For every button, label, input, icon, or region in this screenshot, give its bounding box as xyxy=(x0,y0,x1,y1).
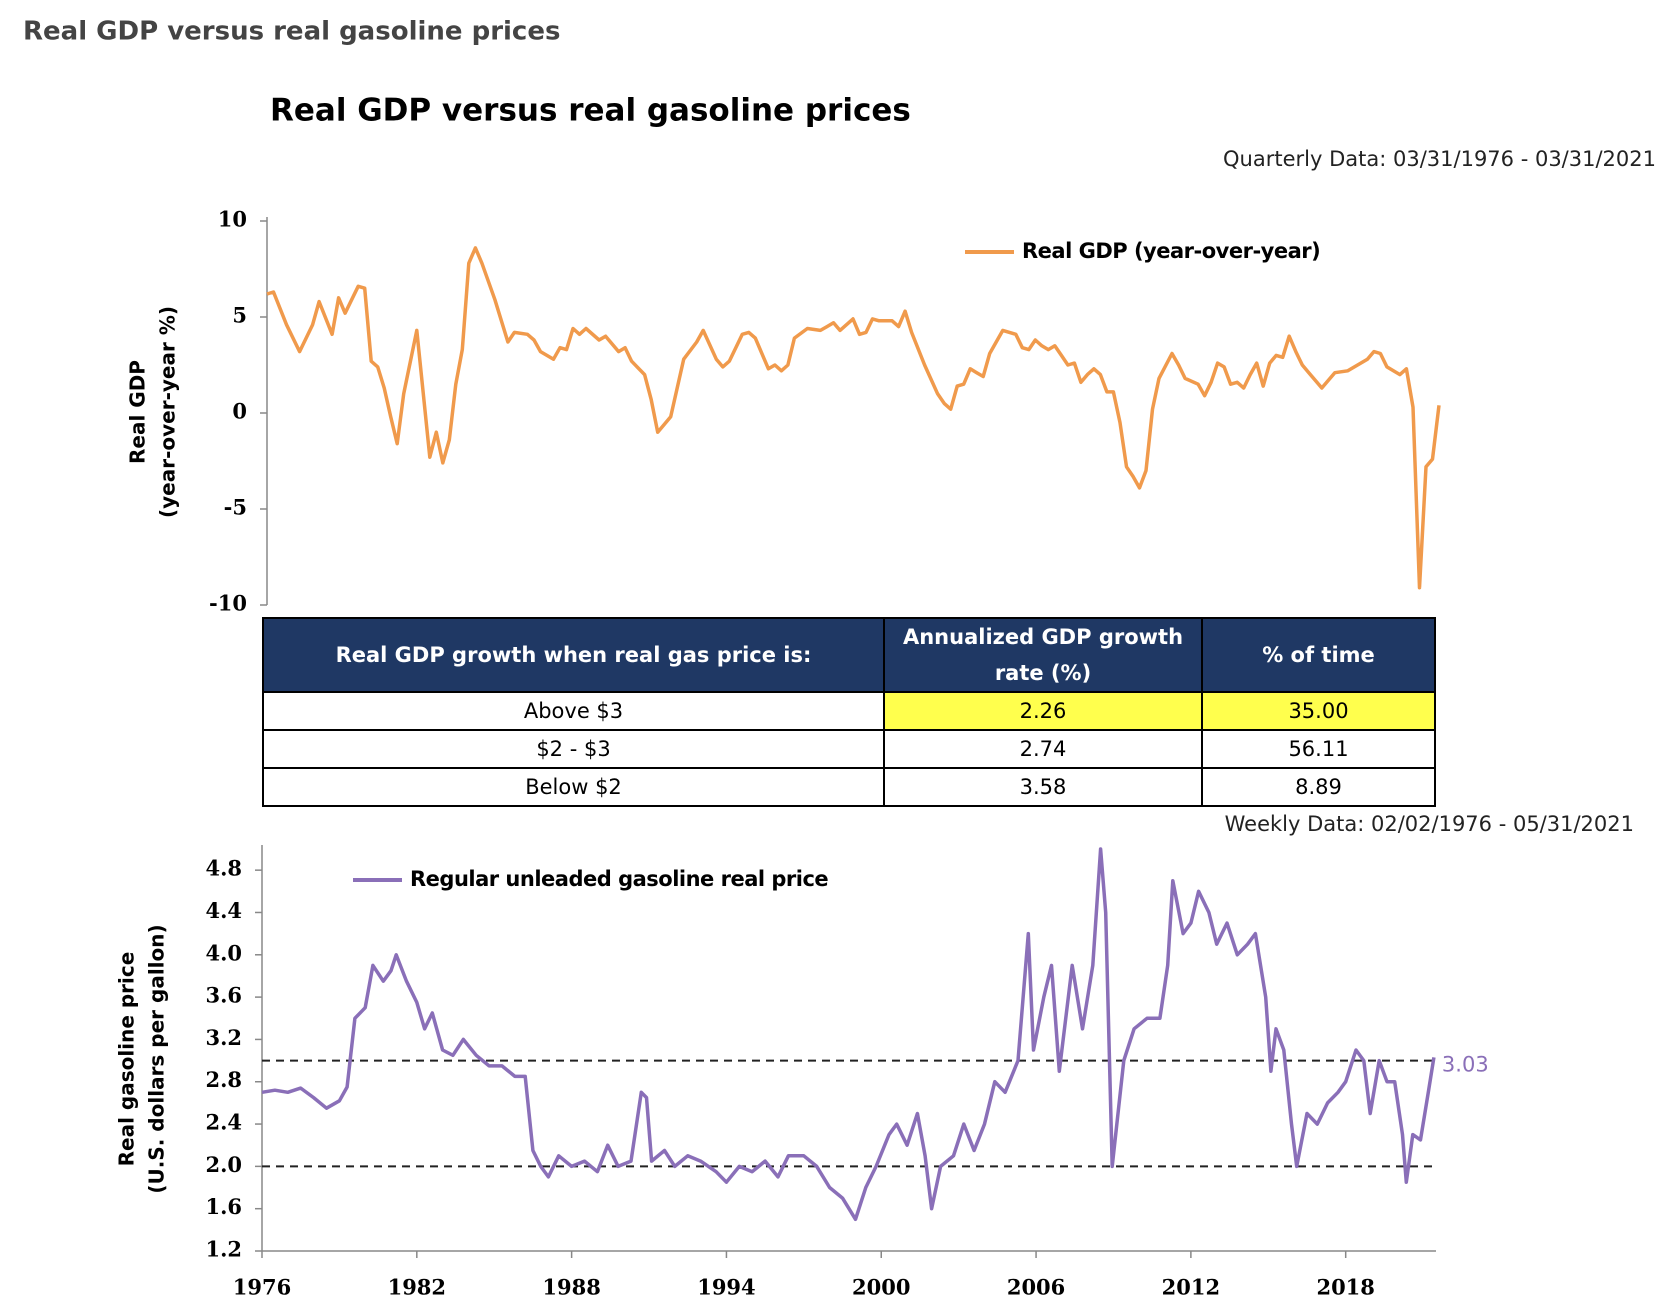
header-cell: % of time xyxy=(1201,617,1436,693)
table-cell: 2.26 xyxy=(883,691,1203,731)
data-line xyxy=(261,847,1436,1222)
y-tick-label: 10 xyxy=(218,207,247,232)
y-axis-title: Real gasoline price (U.S. dollars per gal… xyxy=(115,924,169,1193)
page-title: Real GDP versus real gasoline prices xyxy=(23,17,560,47)
y-tick-label: 1.2 xyxy=(205,1237,242,1262)
y-tick-label: 4.8 xyxy=(205,856,242,881)
table-cell: 8.89 xyxy=(1201,767,1436,807)
y-axis-title-line: (year-over-year %) xyxy=(156,306,180,518)
table-header: Real GDP growth when real gas price is: A… xyxy=(262,617,1436,693)
header-cell: Real GDP growth when real gas price is: xyxy=(262,617,885,693)
table-cell: 2.74 xyxy=(883,729,1203,769)
table-row: Above $3 2.26 35.00 xyxy=(262,691,1436,731)
y-tick-label: -10 xyxy=(209,591,247,616)
y-axis-title-line: (U.S. dollars per gallon) xyxy=(145,924,169,1193)
data-line xyxy=(266,246,1441,590)
legend-label: Regular unleaded gasoline real price xyxy=(410,867,828,891)
y-tick-label: 4.0 xyxy=(205,940,242,965)
y-tick-label: 3.2 xyxy=(205,1025,242,1050)
legend-label: Real GDP (year-over-year) xyxy=(1022,239,1320,263)
x-tick-label: 1994 xyxy=(697,1275,755,1300)
x-tick-label: 2006 xyxy=(1007,1275,1065,1300)
subtitle: Weekly Data: 02/02/1976 - 05/31/2021 xyxy=(1225,812,1634,836)
table-cell: 35.00 xyxy=(1201,691,1436,731)
header-cell: Annualized GDP growth rate (%) xyxy=(883,617,1203,693)
y-axis-title-line: Real GDP xyxy=(126,360,150,464)
y-tick-label: 4.4 xyxy=(205,898,242,923)
y-axis-title-line: Real gasoline price xyxy=(115,952,139,1167)
table-cell: 3.58 xyxy=(883,767,1203,807)
x-tick-label: 2018 xyxy=(1316,1275,1374,1300)
x-tick-label: 1976 xyxy=(233,1275,291,1300)
table-row: $2 - $3 2.74 56.11 xyxy=(262,729,1436,769)
table-cell: Below $2 xyxy=(262,767,885,807)
y-tick-label: 3.6 xyxy=(205,983,242,1008)
table-cell: Above $3 xyxy=(262,691,885,731)
x-tick-label: 1988 xyxy=(542,1275,600,1300)
x-tick-label: 2012 xyxy=(1162,1275,1220,1300)
table-row: Below $2 3.58 8.89 xyxy=(262,767,1436,807)
y-tick-label: 5 xyxy=(232,303,247,328)
summary-table: Real GDP growth when real gas price is: A… xyxy=(262,617,1436,807)
y-tick-label: 1.6 xyxy=(205,1194,242,1219)
x-tick-label: 1982 xyxy=(388,1275,446,1300)
end-value-label: 3.03 xyxy=(1442,1052,1489,1076)
x-tick-label: 2000 xyxy=(852,1275,910,1300)
y-tick-label: 0 xyxy=(232,399,247,424)
table-cell: 56.11 xyxy=(1201,729,1436,769)
chart-title: Real GDP versus real gasoline prices xyxy=(270,93,911,129)
y-tick-label: 2.4 xyxy=(205,1110,242,1135)
y-tick-label: 2.0 xyxy=(205,1152,242,1177)
y-tick-label: -5 xyxy=(224,495,247,520)
table-cell: $2 - $3 xyxy=(262,729,885,769)
y-tick-label: 2.8 xyxy=(205,1067,242,1092)
subtitle: Quarterly Data: 03/31/1976 - 03/31/2021 xyxy=(1223,147,1656,171)
y-axis-title: Real GDP (year-over-year %) xyxy=(126,306,180,518)
